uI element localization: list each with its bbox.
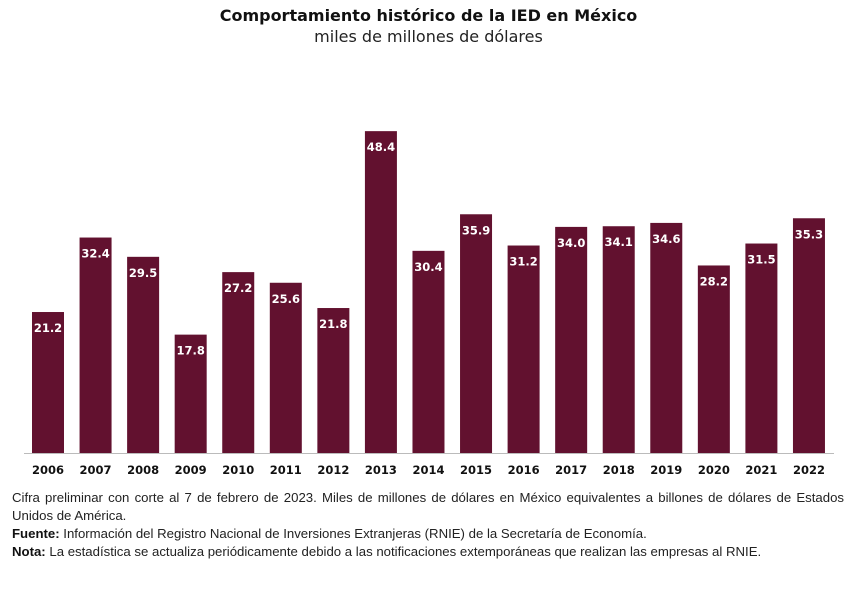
bar-2021 xyxy=(745,243,778,453)
note-text: La estadística se actualiza periódicamen… xyxy=(45,544,762,559)
x-tick-label: 2016 xyxy=(508,463,540,477)
data-label: 29.5 xyxy=(129,266,157,280)
data-label: 25.6 xyxy=(272,292,300,306)
x-tick-label: 2014 xyxy=(412,463,444,477)
x-tick-label: 2009 xyxy=(175,463,207,477)
bar-2012 xyxy=(317,308,350,453)
x-tick-label: 2012 xyxy=(317,463,349,477)
data-label: 34.1 xyxy=(605,235,633,249)
bar-2006 xyxy=(32,312,64,453)
data-label: 34.6 xyxy=(652,232,680,246)
x-tick-label: 2017 xyxy=(555,463,587,477)
data-label: 31.2 xyxy=(509,255,537,269)
bar-2014 xyxy=(412,250,445,453)
bar-2008 xyxy=(127,256,160,453)
bar-2018 xyxy=(602,226,635,453)
data-label: 48.4 xyxy=(367,140,395,154)
data-label: 27.2 xyxy=(224,281,252,295)
bar-2007 xyxy=(79,237,112,453)
x-tick-label: 2018 xyxy=(603,463,635,477)
data-label: 34.0 xyxy=(557,236,585,250)
bar-2022 xyxy=(792,218,825,453)
bar-2010 xyxy=(222,272,255,453)
data-label: 32.4 xyxy=(81,247,109,261)
footnote-preliminary: Cifra preliminar con corte al 7 de febre… xyxy=(12,490,844,523)
bar-2009 xyxy=(174,334,207,453)
x-tick-label: 2019 xyxy=(650,463,682,477)
data-label: 31.5 xyxy=(747,253,775,267)
bar-2019 xyxy=(650,222,683,453)
bar-2017 xyxy=(555,226,588,453)
data-label: 35.3 xyxy=(795,227,823,241)
x-tick-label: 2007 xyxy=(80,463,112,477)
x-tick-label: 2006 xyxy=(32,463,64,477)
data-label: 30.4 xyxy=(414,260,442,274)
x-tick-label: 2021 xyxy=(745,463,777,477)
x-tick-label: 2015 xyxy=(460,463,492,477)
source-text: Información del Registro Nacional de Inv… xyxy=(59,526,647,541)
data-label: 17.8 xyxy=(176,344,204,358)
data-label: 21.2 xyxy=(34,321,62,335)
x-tick-label: 2010 xyxy=(222,463,254,477)
data-label: 28.2 xyxy=(700,274,728,288)
note-label: Nota: xyxy=(12,544,46,559)
footnote-source: Fuente: Información del Registro Naciona… xyxy=(12,525,844,543)
data-label: 21.8 xyxy=(319,317,347,331)
x-tick-label: 2008 xyxy=(127,463,159,477)
chart-subtitle: miles de millones de dólares xyxy=(314,27,543,46)
bar-2016 xyxy=(507,245,540,453)
bar-2011 xyxy=(269,282,302,453)
x-tick-label: 2020 xyxy=(698,463,730,477)
bar-2015 xyxy=(460,214,493,453)
x-tick-label: 2013 xyxy=(365,463,397,477)
data-label: 35.9 xyxy=(462,223,490,237)
x-tick-label: 2022 xyxy=(793,463,825,477)
source-label: Fuente: xyxy=(12,526,60,541)
bar-2013 xyxy=(364,131,397,453)
x-tick-label: 2011 xyxy=(270,463,302,477)
bar-chart: 21.2 2006 32.4 2007 29.5 2008 17.8 2009 27.2 2010… xyxy=(24,131,834,477)
chart-title: Comportamiento histórico de la IED en Mé… xyxy=(219,6,638,25)
footnote-note: Nota: La estadística se actualiza periód… xyxy=(12,543,844,561)
bar-2020 xyxy=(697,265,730,453)
footnotes: Cifra preliminar con corte al 7 de febre… xyxy=(12,489,844,561)
